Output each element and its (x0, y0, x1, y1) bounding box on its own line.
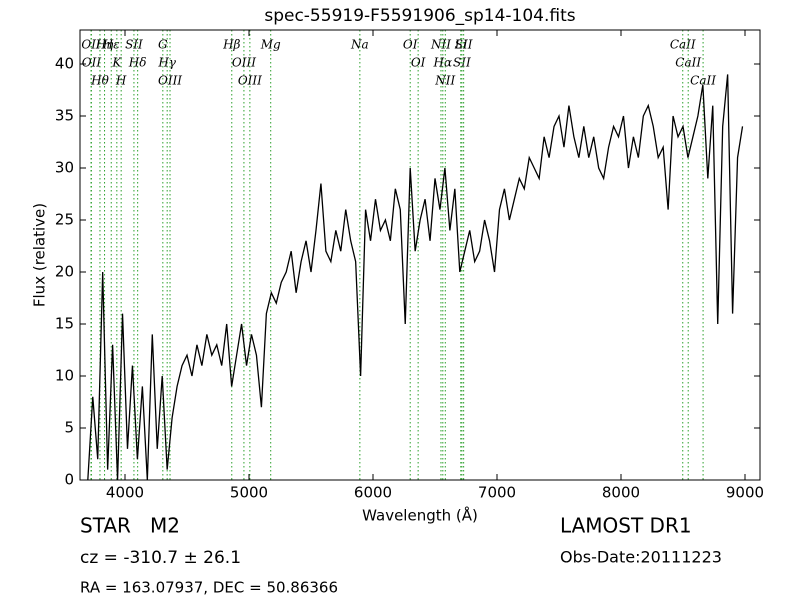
spectral-line-label: OI (403, 38, 418, 52)
spectral-line-label: OI (411, 56, 426, 70)
spectral-line-label: Hβ (222, 38, 240, 52)
spectral-line-label: CaII (690, 74, 716, 88)
spectral-line-label: CaII (675, 56, 701, 70)
spectral-line-label: SII (453, 56, 471, 70)
spectral-line-label: K (111, 56, 122, 70)
y-tick-label: 20 (55, 263, 74, 281)
spectral-line-label: CaII (670, 38, 696, 52)
spectral-line-label: Hη (95, 38, 114, 52)
spectral-line-label: Hθ (90, 74, 109, 88)
spectral-line-label: Hγ (157, 56, 176, 70)
spectral-line-label: Hα (433, 56, 453, 70)
spectral-line-label: NII (434, 74, 455, 88)
object-type: STAR M2 (80, 514, 180, 538)
x-tick-label: 9000 (726, 484, 764, 502)
x-axis-label: Wavelength (Å) (362, 506, 478, 525)
spectral-line-label: OIII (232, 56, 256, 70)
y-tick-label: 40 (55, 55, 74, 73)
spectral-line-label: OII (82, 56, 102, 70)
spectral-line-label: Mg (260, 38, 281, 52)
x-tick-label: 4000 (106, 484, 144, 502)
spectral-line-label: Hε (102, 38, 120, 52)
y-tick-label: 25 (55, 211, 74, 229)
x-tick-label: 7000 (478, 484, 516, 502)
spectral-line-label: Hδ (128, 56, 147, 70)
chart-title: spec-55919-F5591906_sp14-104.fits (264, 6, 575, 26)
spectral-line-label: SII (125, 38, 143, 52)
x-tick-label: 6000 (354, 484, 392, 502)
plot-frame (79, 29, 761, 481)
redshift: cz = -310.7 ± 26.1 (80, 548, 241, 568)
y-tick-label: 0 (64, 471, 74, 489)
spectral-line-label: Na (350, 38, 369, 52)
spectrum-line (87, 74, 744, 480)
y-axis-label: Flux (relative) (31, 203, 49, 307)
x-tick-label: 8000 (602, 484, 640, 502)
y-tick-label: 10 (55, 367, 74, 385)
spectral-line-label: Li (454, 38, 467, 52)
spectral-line-label: NII (430, 38, 451, 52)
survey: LAMOST DR1 (560, 514, 692, 538)
y-tick-label: 30 (55, 159, 74, 177)
spectral-line-label: G (158, 38, 168, 52)
spectral-line-label: OIII (158, 74, 182, 88)
coordinates: RA = 163.07937, DEC = 50.86366 (80, 579, 338, 597)
y-tick-label: 15 (55, 315, 74, 333)
y-tick-label: 5 (64, 419, 74, 437)
x-tick-label: 5000 (230, 484, 268, 502)
y-tick-label: 35 (55, 107, 74, 125)
obs-date: Obs-Date:20111223 (560, 548, 722, 567)
spectral-line-label: OII (81, 38, 101, 52)
spectral-line-label: OIII (238, 74, 262, 88)
spectral-line-label: SII (455, 38, 473, 52)
spectral-line-label: H (115, 74, 127, 88)
